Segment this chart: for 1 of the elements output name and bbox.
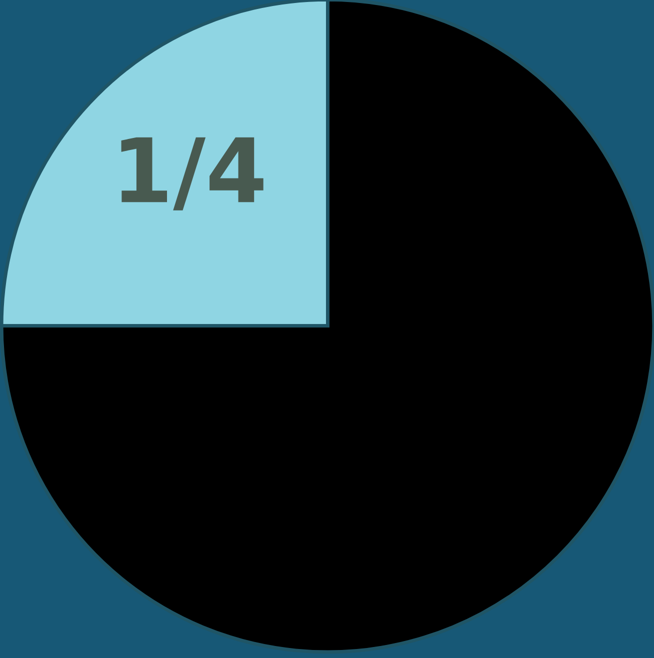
slice-label: 1/4 (121, 137, 264, 210)
